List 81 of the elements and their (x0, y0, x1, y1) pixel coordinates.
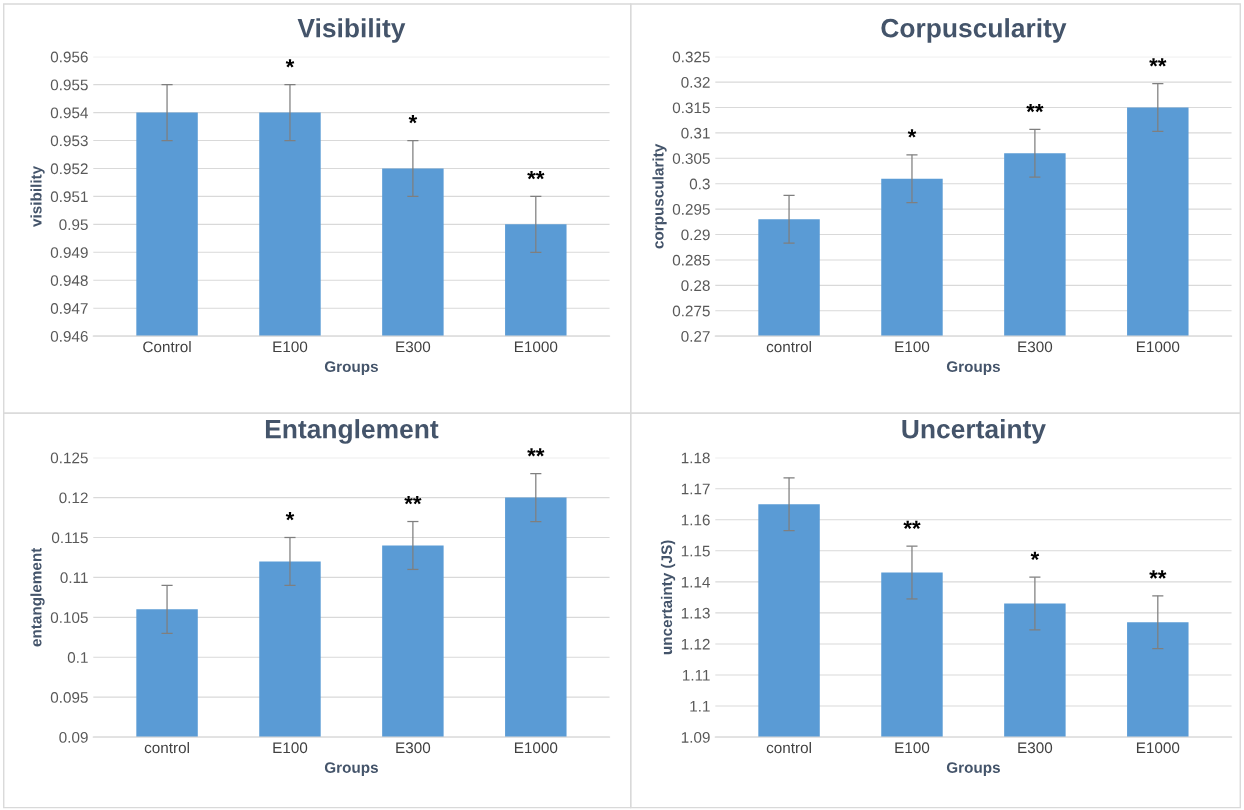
y-tick-label: 0.953 (50, 135, 88, 147)
y-tick-label: 0.315 (672, 102, 710, 114)
x-tick-label: E1000 (514, 742, 558, 754)
y-tick-label: 0.948 (50, 275, 88, 286)
x-tick-label: control (766, 341, 811, 353)
annotation: ** (1026, 103, 1044, 113)
chart-title: Uncertainty (902, 419, 1046, 444)
x-tick-label: E100 (895, 742, 930, 754)
annotation: ** (527, 170, 545, 180)
x-axis-title: Groups (946, 361, 1000, 376)
y-tick-label: 0.09 (59, 731, 88, 743)
y-tick-label: 0.954 (50, 107, 88, 119)
y-tick-label: 0.27 (681, 331, 710, 342)
x-tick-label: E100 (273, 341, 308, 353)
y-tick-label: 0.946 (50, 331, 88, 342)
y-tick-label: 0.095 (50, 692, 88, 703)
y-tick-label: 1.15 (681, 545, 710, 557)
annotation: ** (1149, 570, 1167, 579)
y-tick-label: 0.32 (681, 76, 710, 88)
annotation: * (285, 59, 295, 68)
y-tick-label: 1.17 (681, 483, 710, 495)
y-tick-label: 0.12 (59, 492, 88, 504)
y-tick-label: 0.285 (672, 254, 710, 266)
y-tick-label: 1.14 (681, 576, 710, 588)
y-tick-label: 1.11 (683, 670, 710, 681)
y-tick-label: 0.1 (67, 652, 88, 663)
y-axis-title: visibility (30, 165, 45, 227)
x-tick-label: E1000 (1136, 742, 1180, 754)
y-tick-label: 1.16 (681, 514, 710, 526)
y-tick-label: 1.13 (681, 607, 710, 619)
y-tick-label: 0.11 (60, 572, 88, 584)
annotation: * (285, 512, 295, 521)
y-tick-label: 0.275 (672, 305, 710, 317)
y-tick-label: 1.12 (681, 638, 710, 650)
annotation: ** (527, 448, 545, 457)
x-tick-label: control (766, 741, 811, 754)
chart-title: Entanglement (265, 419, 439, 444)
x-tick-label: E300 (1018, 341, 1053, 353)
y-tick-label: 0.31 (681, 127, 710, 139)
x-axis-title: Groups (946, 762, 1000, 776)
y-tick-label: 0.28 (681, 280, 710, 292)
x-axis-title: Groups (324, 361, 378, 376)
y-tick-label: 0.949 (50, 247, 88, 258)
y-tick-label: 0.95 (59, 219, 88, 231)
y-tick-label: 0.125 (50, 452, 88, 464)
annotation: ** (903, 520, 921, 529)
y-tick-label: 0.951 (50, 191, 88, 203)
y-tick-label: 1.09 (681, 731, 710, 743)
y-tick-label: 0.956 (50, 51, 88, 63)
x-tick-label: E1000 (514, 341, 558, 353)
y-axis-title: corpuscularity (652, 143, 667, 249)
x-tick-label: E300 (396, 341, 431, 353)
x-tick-label: control (144, 741, 189, 754)
y-tick-label: 0.955 (50, 79, 88, 91)
chart-title: Visibility (297, 18, 406, 43)
y-tick-label: 0.115 (51, 532, 88, 544)
x-tick-label: Control (143, 341, 191, 353)
y-tick-label: 0.105 (50, 612, 88, 624)
annotation: ** (404, 496, 422, 505)
annotation: * (1030, 551, 1040, 561)
y-axis-title: uncertainty (JS) (660, 540, 676, 655)
x-tick-label: E300 (396, 742, 431, 754)
x-tick-label: E100 (895, 341, 930, 353)
y-tick-label: 0.952 (50, 163, 88, 175)
chart-title: Corpuscularity (881, 18, 1067, 43)
annotation: * (907, 129, 917, 138)
annotation: ** (1149, 58, 1167, 67)
y-tick-label: 0.325 (672, 51, 710, 63)
x-axis-title: Groups (324, 762, 378, 776)
x-tick-label: E100 (273, 742, 308, 754)
y-tick-label: 0.947 (50, 303, 88, 314)
y-tick-label: 1.1 (690, 701, 710, 712)
annotation: * (408, 115, 418, 124)
y-tick-label: 0.295 (672, 203, 710, 215)
y-tick-label: 0.29 (681, 229, 710, 241)
x-tick-label: E1000 (1136, 341, 1180, 353)
y-tick-label: 0.3 (689, 178, 710, 190)
x-tick-label: E300 (1018, 742, 1053, 754)
y-tick-label: 0.305 (672, 153, 710, 164)
y-tick-label: 1.18 (681, 452, 710, 464)
y-axis-title: entanglement (30, 547, 45, 647)
